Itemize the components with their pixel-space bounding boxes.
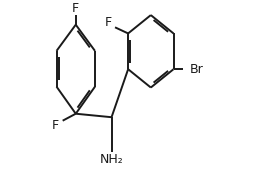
- Text: F: F: [72, 2, 79, 15]
- Text: NH₂: NH₂: [100, 153, 123, 166]
- Text: F: F: [104, 16, 112, 29]
- Text: F: F: [52, 118, 59, 132]
- Text: Br: Br: [190, 63, 204, 76]
